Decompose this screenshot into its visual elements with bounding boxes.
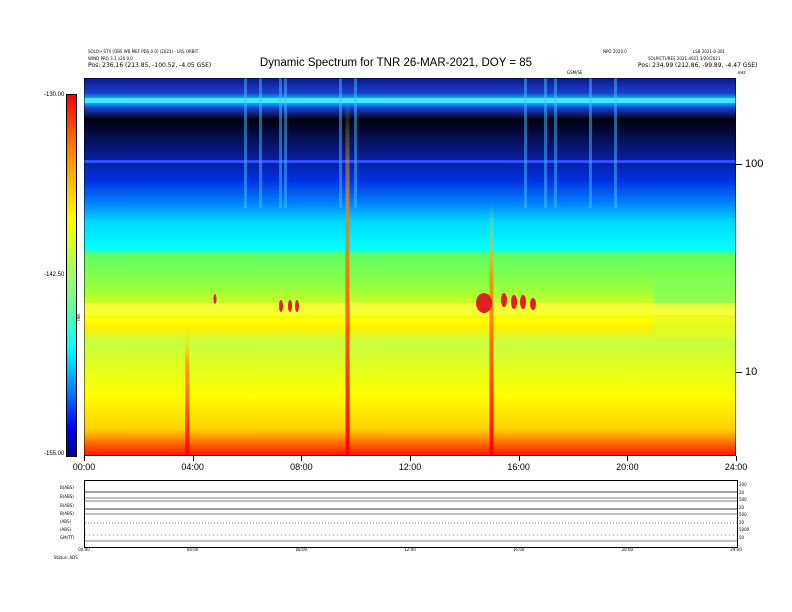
streak-mark	[339, 78, 342, 208]
x-tick-label: 20:00	[616, 462, 639, 472]
x-tick-label: 08:00	[290, 462, 313, 472]
header-right-line1: NPO 2020.0	[603, 49, 627, 54]
bottom-x-tick-label: 16:00	[512, 547, 525, 552]
header-left-pos-label: Pos:	[88, 62, 101, 69]
header-right-line2: LSB 2021-0-301	[693, 49, 726, 54]
streak-mark	[524, 78, 527, 208]
red-blobs	[213, 293, 536, 313]
header-right-pos-label: Pos:	[638, 62, 651, 69]
bottom-x-tick-label: 24:00	[730, 547, 742, 552]
bottom-panel-lines	[85, 491, 737, 542]
bottom-panel-label: (ABS)	[60, 527, 72, 532]
bottom-x-tick-label: 04:00	[186, 547, 199, 552]
x-tick-label: 24:00	[724, 462, 748, 472]
bottom-panel-right-tick: 20	[739, 519, 745, 525]
status-value: ADS	[69, 555, 78, 560]
colorbar-top-label: -130.00	[44, 92, 65, 98]
freq-label-100: 100	[745, 158, 764, 170]
burst-streak	[489, 200, 494, 456]
header-left-pos-value: 236.16 (213.85, -100.52, -4.05 GSE)	[102, 62, 212, 69]
x-tick-label: 00:00	[72, 462, 96, 472]
bottom-panel-right-tick: 200	[739, 482, 747, 487]
bottom-panel-label: B(ABS)	[60, 511, 74, 516]
bottom-panel-right-tick: 50	[739, 534, 745, 540]
bottom-x-tick-label: 20:00	[621, 547, 634, 552]
x-tick-label: 04:00	[181, 462, 204, 472]
streak-mark	[554, 78, 557, 208]
streak-mark	[354, 78, 357, 208]
x-tick-mark	[410, 456, 411, 461]
colorbar	[66, 94, 77, 457]
header-left-line1: SOLO> STX [OBS WB MEF PDS 0.0] (2021) - …	[88, 49, 199, 54]
colorbar-axis-label: TNR	[76, 313, 81, 322]
header-right-pos-value: 234.99 (212.86, -99.89, -4.47 GSE)	[652, 62, 758, 69]
bottom-panel-right-tick: 20	[739, 504, 745, 510]
freq-label-10: 10	[745, 366, 758, 378]
streak-mark	[279, 78, 282, 208]
x-tick-label: 12:00	[398, 462, 422, 472]
bottom-panel-frame	[84, 480, 738, 548]
header-left-line2: WIND PRO 3.3 v20.0.0	[88, 56, 133, 61]
bottom-panel-right-tick: 500	[739, 497, 747, 502]
bottom-panel-right-tick: 5000	[739, 527, 750, 532]
streak-mark	[244, 78, 247, 208]
x-tick-mark	[301, 456, 303, 461]
bottom-x-tick-label: 00:00	[78, 547, 90, 552]
status-label: Status:	[54, 555, 69, 560]
freq-tick-10	[736, 372, 742, 373]
x-tick-mark	[736, 456, 737, 461]
header-gsm-label: GSM/SE	[567, 70, 583, 75]
colorbar-bottom-label: -155.00	[44, 451, 65, 457]
spectrogram-plot	[84, 78, 736, 456]
header-right-line3: SOLPICTURES 2021-4021 3/20/2021	[648, 56, 721, 61]
streak-mark	[544, 78, 547, 208]
streak-mark	[259, 78, 262, 208]
streak-mark	[589, 78, 592, 208]
bottom-panel-label: B(ABS)	[60, 485, 74, 490]
bottom-panel-label: (ABS)	[60, 519, 72, 524]
freq-tick-100	[736, 164, 742, 165]
bottom-panel-label: B(ABS)	[60, 494, 74, 499]
x-tick-mark	[84, 456, 85, 461]
bottom-panel-label: B(ABS)	[60, 503, 74, 508]
chart-title: Dynamic Spectrum for TNR 26-MAR-2021, DO…	[259, 57, 533, 69]
streak-mark	[614, 78, 617, 208]
bottom-panel-label: GM(TT)	[60, 535, 75, 540]
x-tick-mark	[518, 456, 520, 461]
bottom-x-tick-label: 08:00	[295, 547, 308, 552]
burst-streak	[345, 96, 350, 456]
bottom-x-tick-label: 12:00	[404, 547, 416, 552]
bottom-panel-right-tick: 500	[739, 512, 747, 517]
burst-layer	[185, 78, 617, 456]
x-tick-label: 16:00	[507, 462, 530, 472]
burst-streak	[185, 325, 190, 456]
spectrum-background	[84, 78, 736, 456]
streak-mark	[284, 78, 287, 208]
bottom-panel-right-tick: 20	[739, 489, 745, 495]
x-tick-mark	[192, 456, 194, 461]
header-khz-label: kHz	[738, 70, 746, 75]
x-tick-mark	[627, 456, 629, 461]
colorbar-mid-label: -142.50	[44, 272, 65, 278]
